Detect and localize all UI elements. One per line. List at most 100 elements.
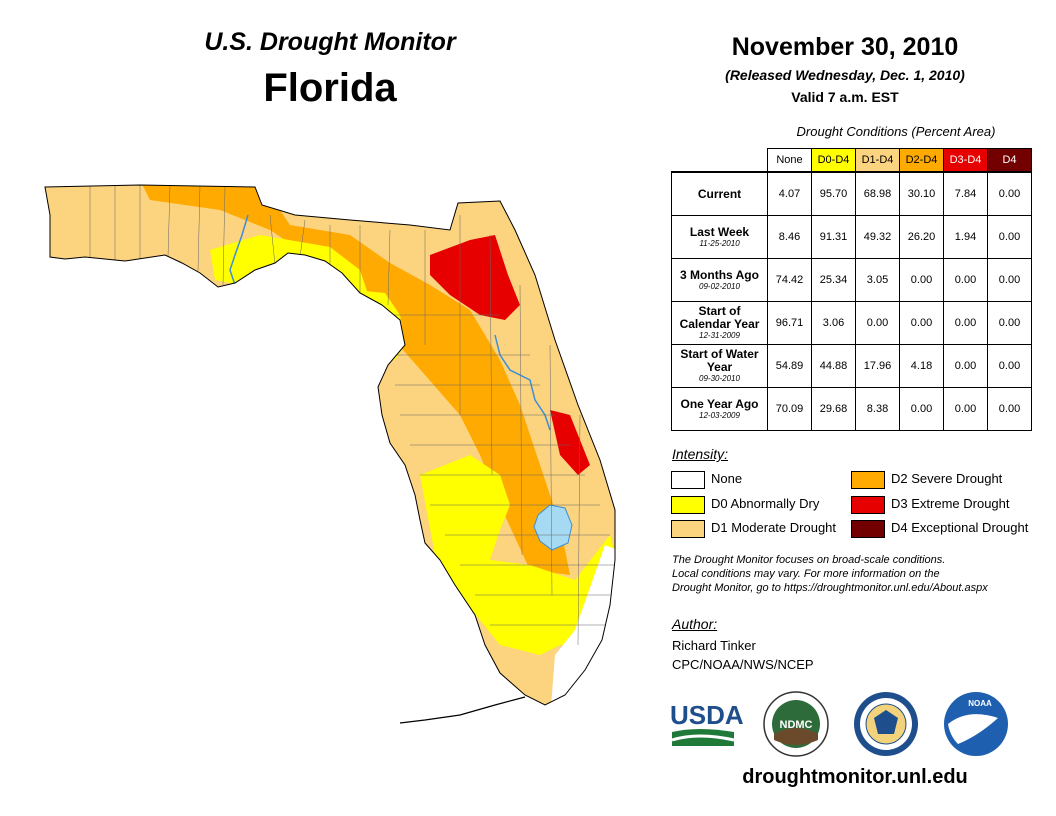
table-cell: 8.38 [855, 387, 900, 431]
table-cell: 54.89 [767, 344, 812, 388]
row-label: Current [671, 171, 768, 216]
ndmc-logo-text: NDMC [780, 719, 813, 731]
legend-swatch [851, 495, 885, 514]
table-cell: 68.98 [855, 171, 900, 216]
florida-keys [399, 696, 526, 724]
row-date: 11-25-2010 [699, 238, 740, 248]
table-cell: 3.05 [855, 258, 900, 302]
release-date: (Released Wednesday, Dec. 1, 2010) [725, 67, 965, 83]
table-cell: 0.00 [899, 387, 944, 431]
table-row: 3 Months Ago 09-02-2010 74.42 25.34 3.05 … [671, 258, 1032, 302]
county-lines [89, 185, 615, 646]
disclaimer-line: Local conditions may vary. For more info… [672, 568, 940, 580]
legend-swatch [851, 470, 885, 489]
row-label-text: Current [697, 186, 742, 201]
doc-seal-logo [854, 692, 918, 756]
table-row: Start of Water Year 09-30-2010 54.89 44.8… [671, 344, 1032, 388]
noaa-logo: NOAA [944, 692, 1008, 756]
row-label: 3 Months Ago 09-02-2010 [671, 258, 768, 302]
table-cell: 44.88 [811, 344, 856, 388]
table-cell: 0.00 [855, 301, 900, 345]
table-cell: 0.00 [987, 171, 1032, 216]
legend-swatch [671, 519, 705, 538]
program-title: U.S. Drought Monitor [204, 28, 456, 56]
intensity-title: Intensity: [672, 446, 729, 462]
drought-conditions-table: None D0-D4 D1-D4 D2-D4 D3-D4 D4 Current … [671, 148, 1032, 431]
header-d0-d4: D0-D4 [811, 148, 856, 173]
table-cell: 30.10 [899, 171, 944, 216]
legend-label: D1 Moderate Drought [711, 520, 837, 535]
legend-item-none: None [671, 470, 743, 489]
row-label-text: One Year Ago [680, 396, 759, 411]
header-d4: D4 [987, 148, 1032, 173]
legend-swatch [671, 495, 705, 514]
table-cell: 7.84 [943, 171, 988, 216]
usda-stripe-icon [671, 734, 735, 742]
table-cell: 4.18 [899, 344, 944, 388]
footer-url[interactable]: droughtmonitor.unl.edu [742, 766, 968, 788]
ndmc-logo: NDMC [763, 691, 829, 757]
table-cell: 96.71 [767, 301, 812, 345]
usda-logo-text: USDA [670, 700, 744, 730]
table-cell: 0.00 [899, 258, 944, 302]
header-d3-d4: D3-D4 [943, 148, 988, 173]
row-date: 12-31-2009 [699, 331, 740, 340]
table-cell: 0.00 [943, 387, 988, 431]
disclaimer: The Drought Monitor focuses on broad-sca… [672, 553, 1052, 595]
usda-logo: USDA [670, 700, 744, 746]
table-cell: 0.00 [987, 301, 1032, 345]
legend-label: D3 Extreme Drought [891, 496, 1010, 511]
apalachicola-river [229, 214, 249, 286]
state-outline [44, 184, 616, 706]
noaa-logo-text: NOAA [968, 699, 992, 708]
partner-logos: USDA NDMC NOAA [670, 691, 1008, 757]
legend-label: D2 Severe Drought [891, 471, 1003, 486]
valid-time: Valid 7 a.m. EST [791, 89, 899, 105]
table-cell: 95.70 [811, 171, 856, 216]
state-title: Florida [263, 66, 397, 110]
table-cell: 0.00 [987, 258, 1032, 302]
row-label-text: 3 Months Ago [680, 267, 759, 282]
zone-d2-north [140, 185, 570, 575]
table-cell: 8.46 [767, 215, 812, 259]
header-d2-d4: D2-D4 [899, 148, 944, 173]
doc-seal-eagle-icon [874, 710, 898, 734]
table-cell: 49.32 [855, 215, 900, 259]
row-label: Last Week 11-25-2010 [671, 215, 768, 259]
row-label-text: Start of Water Year [680, 347, 759, 374]
header-none: None [767, 148, 812, 173]
map-date: November 30, 2010 [731, 33, 959, 61]
table-cell: 0.00 [987, 387, 1032, 431]
zone-d3-eastcoast [550, 410, 590, 475]
table-header-row: None D0-D4 D1-D4 D2-D4 D3-D4 D4 [672, 148, 1032, 173]
table-cell: 4.07 [767, 171, 812, 216]
legend-label: None [711, 471, 743, 486]
header-d1-d4: D1-D4 [855, 148, 900, 173]
table-cell: 29.68 [811, 387, 856, 431]
legend-item-d2: D2 Severe Drought [851, 470, 1003, 489]
legend-item-d3: D3 Extreme Drought [851, 495, 1010, 514]
table-cell: 0.00 [899, 301, 944, 345]
disclaimer-line: The Drought Monitor focuses on broad-sca… [672, 554, 946, 566]
conditions-caption: Drought Conditions (Percent Area) [796, 124, 996, 139]
row-date: 09-30-2010 [699, 374, 740, 383]
florida-drought-map [44, 184, 616, 724]
row-label: One Year Ago 12-03-2009 [671, 387, 768, 431]
intensity-legend: None D0 Abnormally Dry D1 Moderate Droug… [671, 470, 1041, 542]
table-cell: 0.00 [943, 344, 988, 388]
table-cell: 91.31 [811, 215, 856, 259]
row-label: Start of Water Year 09-30-2010 [671, 344, 768, 388]
row-label: Start of Calendar Year 12-31-2009 [671, 301, 768, 345]
table-cell: 70.09 [767, 387, 812, 431]
legend-label: D0 Abnormally Dry [711, 496, 820, 511]
legend-swatch [671, 470, 705, 489]
disclaimer-line: Drought Monitor, go to https://droughtmo… [672, 582, 988, 594]
author-name: Richard Tinker [672, 638, 756, 653]
row-label-text: Last Week [689, 224, 750, 239]
legend-swatch [851, 519, 885, 538]
table-row: Current 4.07 95.70 68.98 30.10 7.84 0.00 [671, 171, 1032, 216]
legend-label: D4 Exceptional Drought [891, 520, 1029, 535]
table-cell: 74.42 [767, 258, 812, 302]
table-row: One Year Ago 12-03-2009 70.09 29.68 8.38 … [671, 387, 1032, 431]
legend-item-d1: D1 Moderate Drought [671, 519, 837, 538]
